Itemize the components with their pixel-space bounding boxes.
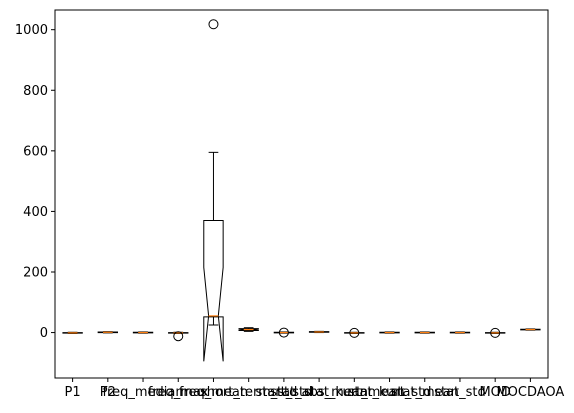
- y-tick-label: 0: [40, 326, 48, 341]
- x-tick-label: P1: [65, 385, 81, 400]
- box-group-10: [414, 331, 435, 334]
- box-group-4: [203, 19, 224, 362]
- x-tick-label: stat_std: [434, 385, 486, 400]
- outlier-point: [349, 327, 360, 338]
- box-body: [344, 332, 365, 334]
- box-body: [132, 331, 154, 334]
- box-body: [203, 220, 224, 362]
- box-body: [414, 331, 435, 334]
- y-tick-label: 600: [23, 144, 48, 159]
- x-tick-label: P2: [100, 385, 116, 400]
- box-group-9: [379, 331, 400, 334]
- x-tick-label: MOD: [479, 385, 510, 400]
- y-axis: 0 200 400 600 800 1000: [15, 23, 55, 341]
- box-body: [273, 331, 295, 334]
- box-body: [520, 328, 541, 331]
- box-body: [308, 331, 330, 333]
- y-tick-label: 800: [23, 84, 48, 99]
- x-tick-label: start_std: [255, 385, 312, 400]
- x-tick-label: stat_kurt_mean: [304, 385, 405, 400]
- x-tick-label: stat_mean: [391, 385, 459, 400]
- x-tick-label: freq_median: [102, 385, 183, 400]
- box-group-2: [132, 331, 154, 334]
- box-group-11: [449, 331, 471, 334]
- box-body: [168, 332, 189, 334]
- box-group-6: [273, 327, 295, 338]
- y-tick-label: 1000: [15, 23, 48, 38]
- y-tick-label: 200: [23, 265, 48, 280]
- box-group-5: [238, 327, 259, 332]
- box-body: [97, 331, 119, 334]
- chart-marks: [62, 19, 541, 362]
- box-body: [449, 331, 471, 334]
- box-body: [484, 332, 506, 334]
- x-tick-label: MOCDAOA: [496, 385, 564, 400]
- outlier-point: [490, 327, 501, 338]
- box-group-12: [484, 327, 506, 338]
- outlier-point: [278, 327, 289, 338]
- x-axis: P1 P2freq_medianfreq_maxfreq_meanshort_te…: [65, 378, 564, 400]
- box-group-13: [520, 328, 541, 331]
- x-tick-label: short_term_std: [200, 385, 297, 400]
- box-body: [379, 331, 400, 334]
- box-body: [238, 328, 259, 331]
- box-group-3: [168, 331, 189, 342]
- x-tick-label: freq_mean: [179, 385, 248, 400]
- outlier-point: [173, 331, 184, 342]
- box-body: [62, 332, 83, 334]
- x-tick-label: stat_abs_mean: [270, 385, 368, 400]
- box-group-1: [97, 331, 119, 334]
- box-group-8: [344, 327, 365, 338]
- plot-area-frame: [54, 9, 549, 379]
- box-group-7: [308, 330, 330, 334]
- box-group-0: [62, 331, 83, 334]
- y-tick-label: 400: [23, 205, 48, 220]
- outlier-point: [208, 19, 219, 30]
- x-tick-label: stat_kurt_std: [348, 385, 432, 400]
- x-tick-label: freq_max: [148, 385, 209, 400]
